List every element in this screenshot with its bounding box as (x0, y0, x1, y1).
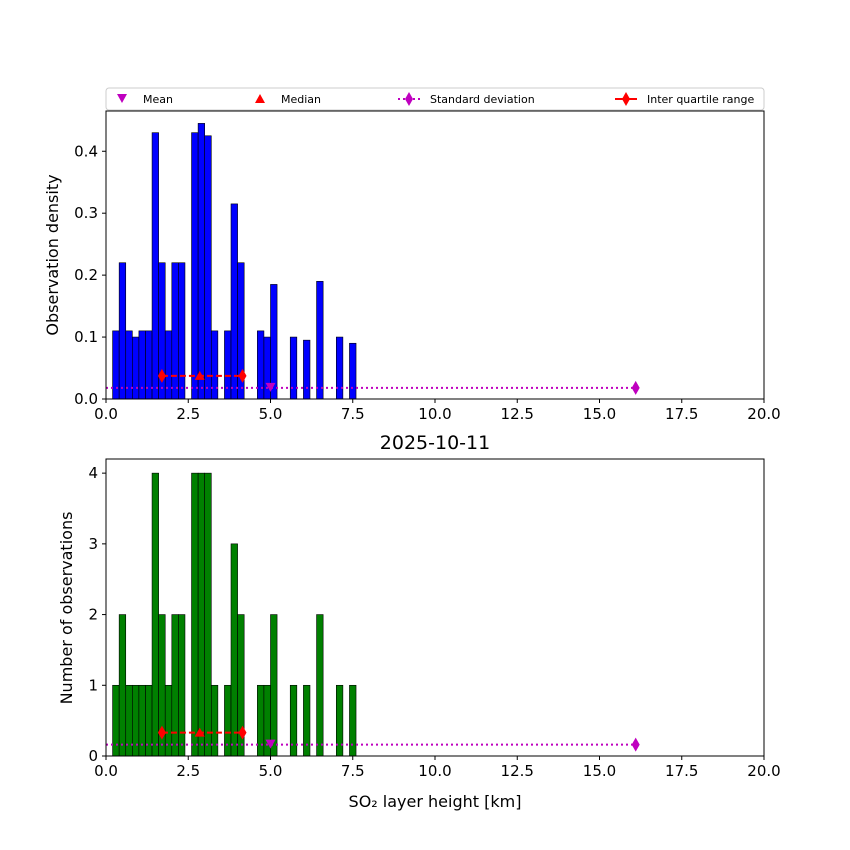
count-x-tick-label: 10.0 (418, 762, 451, 780)
count-bar (171, 614, 179, 757)
density-median-marker (194, 370, 205, 380)
count-bar (316, 614, 324, 757)
count-bar (151, 472, 159, 757)
density-x-tick-label: 7.5 (341, 405, 365, 423)
count-y-axis-label: Number of observations (57, 512, 76, 705)
count-x-tick-label: 7.5 (341, 762, 365, 780)
density-bar (151, 132, 159, 400)
legend-median-marker (255, 94, 265, 103)
legend: Mean Median Standard deviation Inter qua… (105, 87, 765, 111)
count-bar (178, 614, 186, 757)
legend-mean-marker (117, 94, 127, 103)
density-bar (118, 262, 127, 400)
density-iqr-marker (157, 368, 166, 383)
count-y-ticks: 0 1 2 3 4 (88, 464, 106, 765)
count-bar (204, 472, 212, 757)
density-x-ticks: 0.0 2.5 5.0 7.5 10.0 12.5 15.0 17.5 20.0 (94, 399, 781, 423)
density-bar (289, 336, 298, 400)
count-x-tick-label: 2.5 (176, 762, 200, 780)
density-bar (303, 339, 311, 400)
count-histogram: 2025-10-11 0.0 2.5 5.0 7.5 10.0 12.5 15.0 17.5 2… (57, 432, 781, 811)
count-bar (118, 614, 127, 757)
legend-frame (105, 87, 765, 111)
count-statistics (106, 725, 640, 752)
count-bar (197, 472, 205, 757)
count-x-tick-label: 20.0 (747, 762, 780, 780)
density-bar (230, 203, 238, 400)
density-bar (335, 336, 344, 400)
legend-iqr-marker (622, 92, 630, 106)
count-y-tick-label: 0 (88, 747, 98, 765)
density-bar (316, 281, 324, 400)
density-x-tick-label: 20.0 (747, 405, 780, 423)
density-x-tick-label: 17.5 (665, 405, 698, 423)
density-bar (171, 262, 179, 400)
count-x-tick-label: 0.0 (94, 762, 118, 780)
count-x-tick-label: 12.5 (501, 762, 534, 780)
count-x-axis-label: SO₂ layer height [km] (349, 792, 522, 811)
count-median-marker (194, 727, 205, 737)
count-bar (191, 472, 199, 757)
count-chart-title: 2025-10-11 (380, 432, 490, 454)
density-y-tick-label: 0.3 (74, 204, 98, 222)
density-bar (204, 135, 212, 400)
density-y-tick-label: 0.1 (74, 328, 98, 346)
count-x-tick-label: 15.0 (583, 762, 616, 780)
density-x-tick-label: 15.0 (583, 405, 616, 423)
density-x-tick-label: 5.0 (259, 405, 283, 423)
count-bar (270, 614, 278, 757)
density-bars (112, 123, 357, 400)
count-bar (112, 684, 120, 757)
count-std-marker (631, 737, 640, 752)
density-y-tick-label: 0.0 (74, 390, 98, 408)
density-bar (270, 284, 278, 400)
density-bar (178, 262, 186, 400)
density-bar (191, 132, 199, 400)
density-y-axis-label: Observation density (43, 174, 62, 335)
density-std-marker (631, 380, 640, 395)
count-mean-marker (265, 739, 276, 749)
count-bar (230, 543, 238, 757)
count-x-tick-label: 17.5 (665, 762, 698, 780)
count-y-tick-label: 3 (88, 535, 98, 553)
density-bar (132, 336, 140, 400)
density-y-tick-label: 0.2 (74, 266, 98, 284)
legend-iqr-label: Inter quartile range (647, 93, 754, 106)
density-statistics (106, 368, 640, 395)
count-iqr-marker (157, 725, 166, 740)
count-iqr-marker (238, 725, 247, 740)
density-x-tick-label: 0.0 (94, 405, 118, 423)
legend-median-label: Median (281, 93, 321, 106)
density-x-tick-label: 2.5 (176, 405, 200, 423)
legend-std-label: Standard deviation (430, 93, 535, 106)
density-y-tick-label: 0.4 (74, 142, 98, 160)
density-bar (349, 342, 357, 400)
count-y-tick-label: 2 (88, 606, 98, 624)
density-x-tick-label: 10.0 (418, 405, 451, 423)
legend-std-marker (405, 92, 413, 106)
density-y-ticks: 0.0 0.1 0.2 0.3 0.4 (74, 142, 106, 408)
density-bar (197, 123, 205, 400)
count-x-tick-label: 5.0 (259, 762, 283, 780)
density-mean-marker (265, 382, 276, 392)
density-iqr-marker (238, 368, 247, 383)
density-x-tick-label: 12.5 (501, 405, 534, 423)
density-histogram: 0.0 2.5 5.0 7.5 10.0 12.5 15.0 17.5 20.0 0.00.10… (43, 110, 781, 423)
count-y-tick-label: 4 (88, 464, 98, 482)
legend-mean-label: Mean (143, 93, 173, 106)
count-x-ticks: 0.0 2.5 5.0 7.5 10.0 12.5 15.0 17.5 20.0 (94, 756, 781, 780)
count-y-tick-label: 1 (88, 676, 98, 694)
density-bar (112, 330, 120, 400)
